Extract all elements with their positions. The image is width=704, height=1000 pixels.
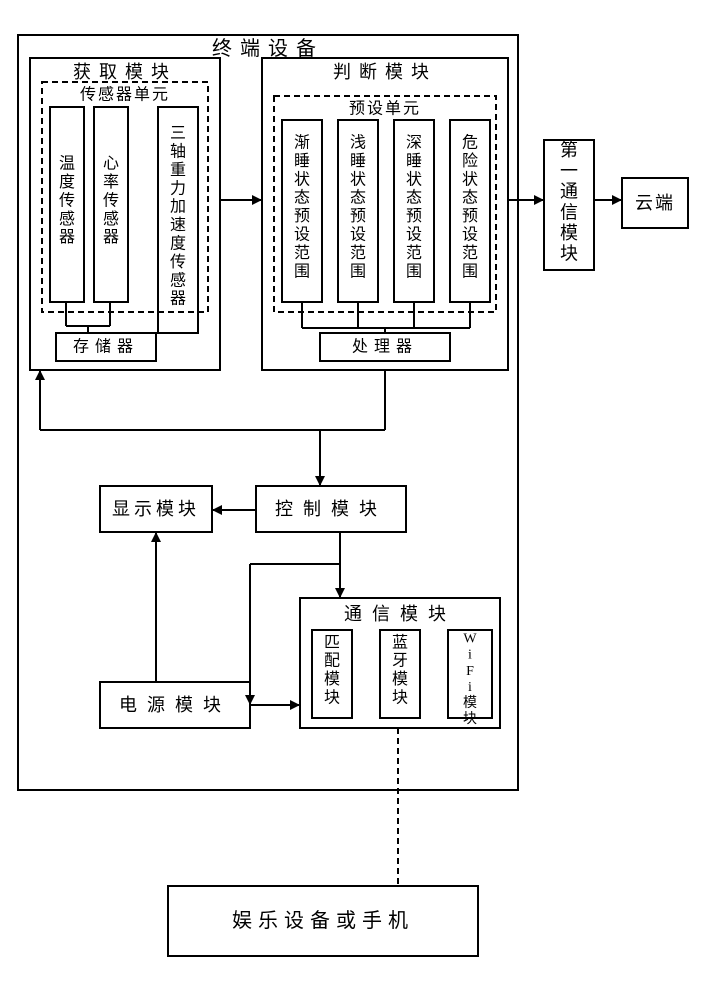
svg-text:获取模块: 获取模块 (73, 62, 177, 82)
svg-text:WiFi模块: WiFi模块 (463, 632, 477, 728)
svg-text:通信模块: 通信模块 (344, 604, 456, 624)
svg-text:蓝牙模块: 蓝牙模块 (392, 633, 408, 706)
svg-text:显示模块: 显示模块 (112, 499, 200, 519)
svg-text:存储器: 存储器 (73, 338, 139, 356)
svg-text:判断模块: 判断模块 (333, 62, 437, 82)
svg-text:危险状态预设范围: 危险状态预设范围 (462, 134, 478, 281)
svg-text:娱乐设备或手机: 娱乐设备或手机 (232, 909, 414, 932)
svg-text:终端设备: 终端设备 (212, 37, 324, 60)
svg-text:传感器单元: 传感器单元 (80, 86, 170, 104)
svg-text:匹配模块: 匹配模块 (324, 634, 340, 706)
svg-text:预设单元: 预设单元 (349, 100, 421, 118)
svg-text:云端: 云端 (635, 193, 675, 213)
svg-text:浅睡状态预设范围: 浅睡状态预设范围 (350, 134, 366, 281)
svg-text:深睡状态预设范围: 深睡状态预设范围 (406, 134, 422, 281)
svg-text:第一通信模块: 第一通信模块 (560, 140, 578, 264)
svg-text:渐睡状态预设范围: 渐睡状态预设范围 (294, 134, 310, 281)
svg-text:温度传感器: 温度传感器 (59, 155, 75, 247)
svg-text:电源模块: 电源模块 (119, 695, 231, 715)
svg-text:处理器: 处理器 (352, 338, 418, 356)
svg-text:三轴重力加速度传感器: 三轴重力加速度传感器 (170, 125, 186, 308)
svg-text:控制模块: 控制模块 (275, 499, 387, 519)
svg-text:心率传感器: 心率传感器 (103, 155, 119, 247)
